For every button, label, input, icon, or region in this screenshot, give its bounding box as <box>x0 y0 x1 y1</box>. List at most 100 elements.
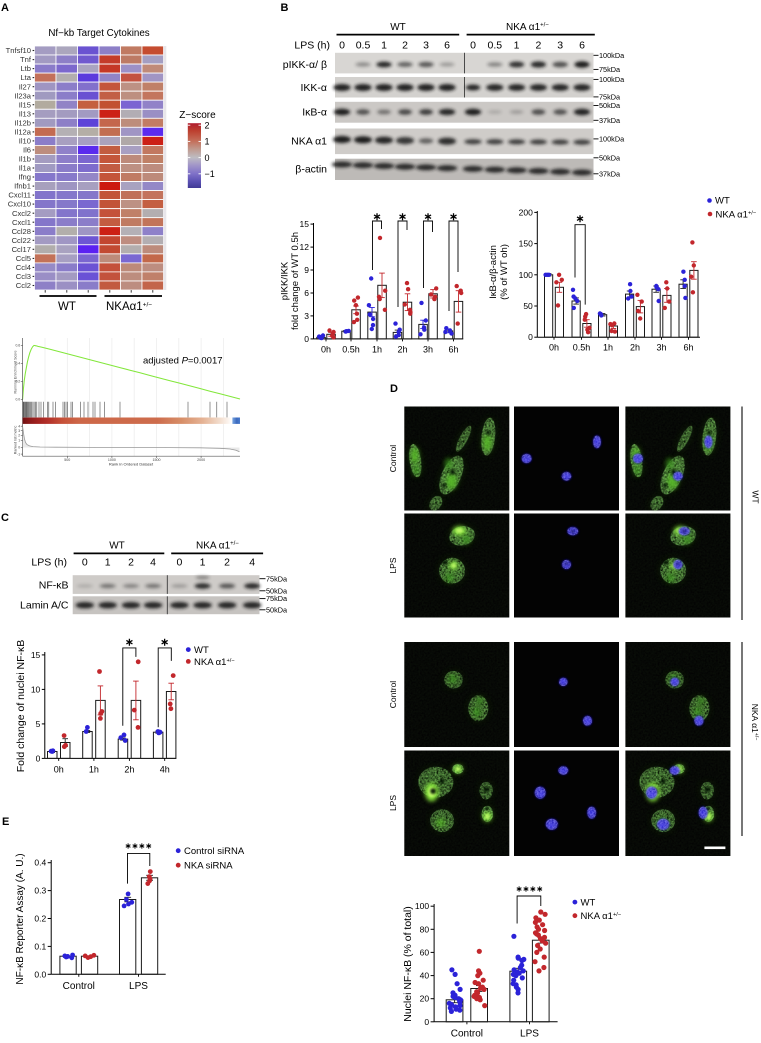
svg-text:LPS: LPS <box>388 795 398 811</box>
svg-text:1: 1 <box>205 137 210 147</box>
svg-text:NKA α1+/−: NKA α1+/− <box>750 704 760 741</box>
svg-text:pIKK/IKK: pIKK/IKK <box>280 261 291 300</box>
svg-text:Cxcl1: Cxcl1 <box>12 218 31 227</box>
svg-text:0: 0 <box>304 334 309 344</box>
svg-text:NKA α1+/−: NKA α1+/− <box>194 657 235 668</box>
svg-text:0.2: 0.2 <box>34 914 46 924</box>
svg-text:2: 2 <box>402 40 408 52</box>
svg-text:0: 0 <box>18 446 20 450</box>
svg-text:0: 0 <box>424 1017 429 1027</box>
svg-text:Ranked list metric: Ranked list metric <box>14 426 18 455</box>
svg-text:-1: -1 <box>17 452 20 456</box>
svg-text:0: 0 <box>470 40 476 52</box>
svg-text:Tnf: Tnf <box>20 55 32 64</box>
svg-text:Il23a: Il23a <box>15 91 32 100</box>
svg-text:1: 1 <box>381 40 387 52</box>
svg-text:Cxcl10: Cxcl10 <box>8 200 31 209</box>
svg-text:1000: 1000 <box>108 458 116 462</box>
svg-text:0: 0 <box>176 557 182 569</box>
svg-text:Il10: Il10 <box>19 137 31 146</box>
svg-text:60: 60 <box>420 947 430 957</box>
svg-text:2h: 2h <box>124 764 134 774</box>
svg-text:∗: ∗ <box>449 211 458 223</box>
svg-text:75kDa: 75kDa <box>266 574 288 583</box>
svg-text:Ifnb1: Ifnb1 <box>14 182 31 191</box>
svg-text:WT: WT <box>194 645 209 656</box>
svg-text:0.5: 0.5 <box>356 40 371 52</box>
svg-text:2: 2 <box>205 120 210 130</box>
svg-text:Il1a: Il1a <box>19 164 32 173</box>
svg-text:Nf−kb Target Cytokines: Nf−kb Target Cytokines <box>48 28 149 39</box>
svg-text:pIKK-α/ β: pIKK-α/ β <box>283 59 327 71</box>
svg-text:Running Enrichment Score: Running Enrichment Score <box>14 351 18 394</box>
svg-text:NKA α1+/−: NKA α1+/− <box>581 911 622 922</box>
svg-text:Z−score: Z−score <box>179 110 216 121</box>
svg-text:Ifng: Ifng <box>18 173 31 182</box>
svg-text:Ccl28: Ccl28 <box>12 227 31 236</box>
svg-text:0: 0 <box>339 40 345 52</box>
svg-text:∗∗∗∗: ∗∗∗∗ <box>125 842 152 851</box>
svg-text:Cxcl11: Cxcl11 <box>8 191 31 200</box>
svg-text:Ccl4: Ccl4 <box>16 263 31 272</box>
svg-text:0.4: 0.4 <box>34 858 46 868</box>
svg-text:−1: −1 <box>205 169 215 179</box>
svg-text:Ccl3: Ccl3 <box>16 272 31 281</box>
svg-text:0: 0 <box>82 557 88 569</box>
svg-text:∗∗∗∗: ∗∗∗∗ <box>516 885 543 894</box>
svg-text:0.6: 0.6 <box>15 344 20 348</box>
svg-text:100: 100 <box>415 901 429 911</box>
svg-text:80: 80 <box>420 924 430 934</box>
svg-text:Fold change of nuclei NF-κB: Fold change of nuclei NF-κB <box>15 640 27 772</box>
svg-text:∗: ∗ <box>576 213 585 225</box>
svg-text:β-actin: β-actin <box>295 164 327 176</box>
svg-text:2h: 2h <box>397 344 407 354</box>
svg-text:6h: 6h <box>448 344 458 354</box>
svg-text:Nuclei NF-κB (% of total): Nuclei NF-κB (% of total) <box>402 906 414 1022</box>
svg-text:A: A <box>1 2 9 14</box>
svg-text:Il1b: Il1b <box>19 155 31 164</box>
svg-text:2h: 2h <box>630 343 640 353</box>
svg-text:Ccl2: Ccl2 <box>16 281 31 290</box>
svg-text:LPS: LPS <box>129 981 148 992</box>
svg-text:NF-κB: NF-κB <box>39 580 69 592</box>
svg-text:200: 200 <box>519 207 533 217</box>
svg-text:12: 12 <box>300 242 310 252</box>
svg-text:1: 1 <box>200 557 206 569</box>
svg-text:NF-κB Reporter Assay (A. U.): NF-κB Reporter Assay (A. U.) <box>15 853 26 984</box>
svg-text:Il12a: Il12a <box>15 128 32 137</box>
svg-text:Il13: Il13 <box>19 109 31 118</box>
svg-text:0: 0 <box>36 753 41 763</box>
svg-text:0.5h: 0.5h <box>342 344 360 354</box>
svg-text:50kDa: 50kDa <box>266 605 288 614</box>
svg-text:10: 10 <box>31 684 41 694</box>
svg-text:WT: WT <box>715 196 730 207</box>
svg-text:NKA α1+/−: NKA α1+/− <box>506 22 549 33</box>
svg-text:75kDa: 75kDa <box>599 65 621 74</box>
svg-text:Il15: Il15 <box>19 100 31 109</box>
svg-text:0: 0 <box>528 332 533 342</box>
svg-text:50kDa: 50kDa <box>599 153 621 162</box>
svg-text:0.5: 0.5 <box>487 40 502 52</box>
svg-text:100kDa: 100kDa <box>599 135 625 144</box>
svg-text:15: 15 <box>300 219 310 229</box>
svg-text:40: 40 <box>420 971 430 981</box>
svg-text:WT: WT <box>109 541 125 552</box>
svg-text:3h: 3h <box>423 344 433 354</box>
svg-text:∗: ∗ <box>398 211 407 223</box>
svg-text:Cxcl2: Cxcl2 <box>12 209 31 218</box>
svg-text:NKA siRNA: NKA siRNA <box>184 861 233 872</box>
svg-text:100: 100 <box>519 270 533 280</box>
svg-text:WT: WT <box>390 22 406 33</box>
svg-text:Lta: Lta <box>20 73 31 82</box>
svg-text:2: 2 <box>535 40 541 52</box>
svg-text:LPS (h): LPS (h) <box>31 557 67 569</box>
svg-text:4: 4 <box>18 424 20 428</box>
svg-text:Il12b: Il12b <box>15 118 31 127</box>
svg-text:B: B <box>281 2 289 14</box>
svg-text:IKK-α: IKK-α <box>301 82 328 94</box>
svg-text:Control: Control <box>63 981 95 992</box>
svg-text:37kDa: 37kDa <box>599 169 621 178</box>
svg-text:Rank in Ordered Dataset: Rank in Ordered Dataset <box>109 462 154 467</box>
svg-text:1h: 1h <box>603 343 613 353</box>
svg-text:0: 0 <box>205 153 210 163</box>
